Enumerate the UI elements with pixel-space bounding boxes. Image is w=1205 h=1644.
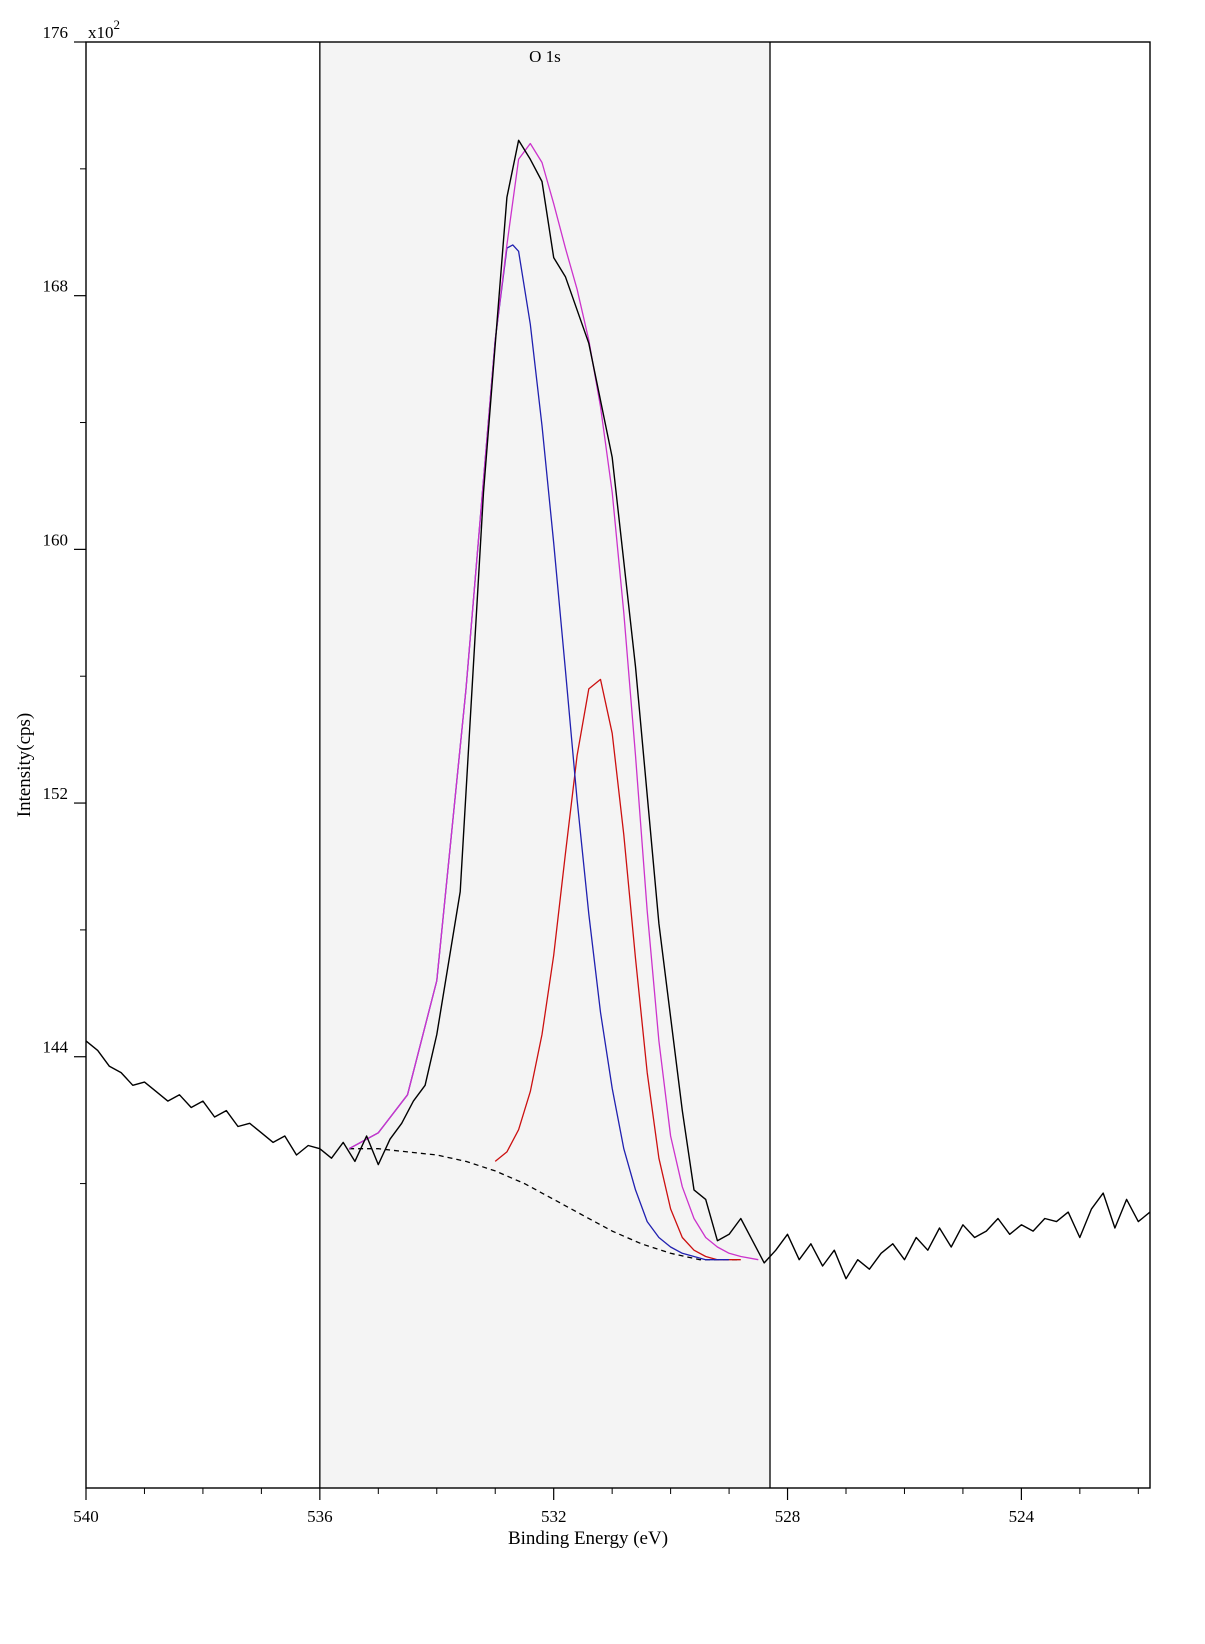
y-tick-label: 168	[43, 277, 69, 296]
x-tick-label: 540	[73, 1507, 99, 1526]
y-multiplier-label: x102	[88, 17, 120, 42]
y-tick-label: 152	[43, 784, 69, 803]
background-line	[349, 1148, 741, 1261]
y-tick-label: 176	[43, 23, 69, 42]
x-tick-label: 536	[307, 1507, 333, 1526]
fit-region-shade	[319, 42, 770, 1488]
series-layer	[85, 139, 1151, 1280]
x-tick-label: 532	[541, 1507, 567, 1526]
region-label: O 1s	[529, 47, 561, 66]
x-axis-title: Binding Energy (eV)	[508, 1528, 668, 1549]
y-axis-title: Intensity(cps)	[14, 713, 35, 817]
ticks-layer: 540 536 532 528 524 144 152 160 168 176	[43, 23, 1139, 1526]
y-tick-label: 144	[43, 1038, 69, 1057]
raw-line	[85, 139, 1151, 1280]
component-2-line	[494, 678, 741, 1261]
region-layer	[319, 42, 771, 1488]
y-multiplier-exponent: 2	[114, 17, 121, 32]
y-tick-label: 160	[43, 530, 69, 549]
x-tick-label: 524	[1009, 1507, 1035, 1526]
y-multiplier-base: x10	[88, 23, 114, 42]
plot-frame	[85, 41, 1151, 1489]
x-tick-label: 528	[775, 1507, 801, 1526]
frame-layer	[85, 41, 1151, 1489]
